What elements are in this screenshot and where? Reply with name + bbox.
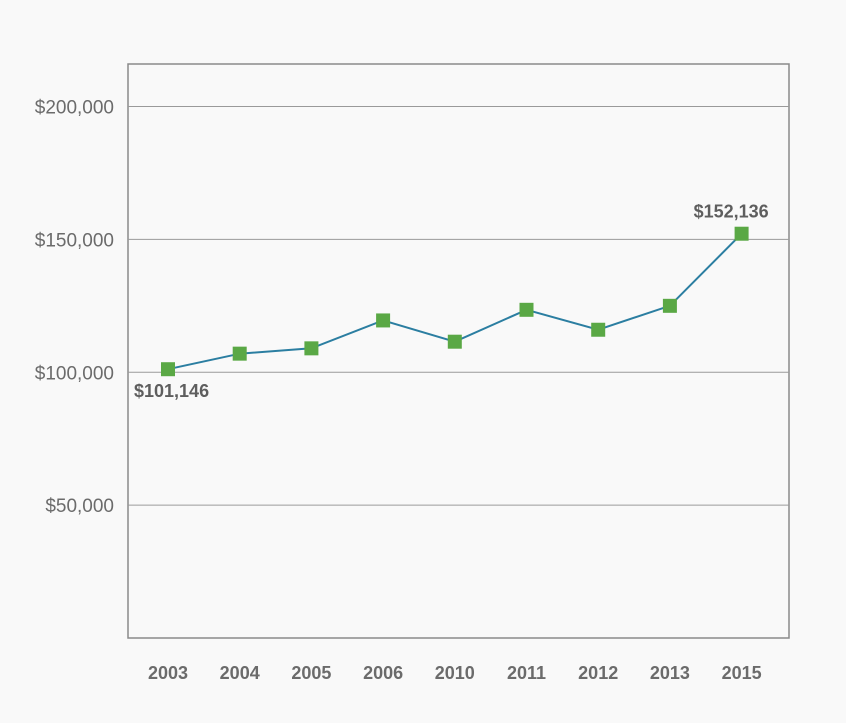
- data-point-2012: [591, 322, 606, 337]
- data-point-2005: [304, 341, 319, 356]
- y-tick-label: $100,000: [35, 363, 114, 384]
- x-tick-label: 2012: [578, 663, 618, 683]
- x-tick-label: 2004: [220, 663, 260, 683]
- x-tick-label: 2003: [148, 663, 188, 683]
- y-tick-label: $50,000: [45, 496, 114, 517]
- x-tick-label: 2015: [722, 663, 762, 683]
- data-label: $101,146: [134, 381, 209, 401]
- data-point-2011: [519, 302, 534, 317]
- series-layer: [161, 226, 749, 377]
- data-labels: $101,146 $152,136: [134, 202, 769, 402]
- y-tick-label: $200,000: [35, 98, 114, 119]
- gridlines: [128, 106, 789, 506]
- x-tick-label: 2005: [291, 663, 331, 683]
- series-line: [167, 232, 743, 371]
- x-tick-label: 2013: [650, 663, 690, 683]
- x-tick-label: 2011: [507, 663, 546, 683]
- plot-frame: [127, 63, 790, 639]
- data-label: $152,136: [694, 202, 769, 222]
- y-axis-ticks: $50,000 $100,000 $150,000 $200,000: [35, 98, 114, 518]
- x-axis-ticks: 2003 2004 2005 2006 2010 2011 2012 2013 2015: [148, 663, 762, 683]
- y-tick-label: $150,000: [35, 230, 114, 251]
- x-tick-label: 2006: [363, 663, 403, 683]
- x-tick-label: 2010: [435, 663, 475, 683]
- data-point-2004: [232, 346, 247, 361]
- data-point-2010: [447, 334, 462, 349]
- data-point-2003: [161, 362, 175, 377]
- data-point-2006: [376, 313, 391, 328]
- data-point-2015: [734, 226, 749, 241]
- data-point-2013: [662, 298, 677, 313]
